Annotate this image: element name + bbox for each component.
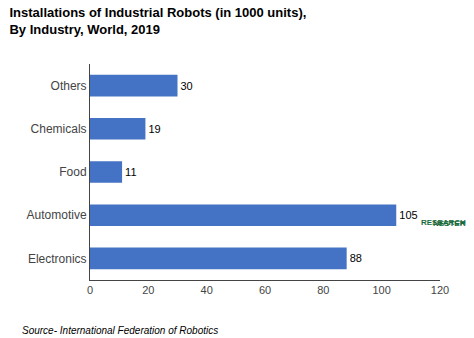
svg-text:11: 11: [125, 166, 136, 178]
svg-text:19: 19: [148, 123, 160, 135]
svg-text:RESEARCH: RESEARCH: [421, 218, 466, 227]
svg-text:30: 30: [181, 80, 193, 92]
svg-text:105: 105: [399, 209, 417, 221]
svg-text:20: 20: [142, 284, 154, 296]
svg-text:88: 88: [350, 252, 362, 264]
svg-text:40: 40: [201, 284, 213, 296]
svg-text:Installations of Industrial Ro: Installations of Industrial Robots (in 1…: [9, 5, 306, 37]
svg-text:Automotive: Automotive: [27, 208, 87, 222]
svg-text:Others: Others: [51, 79, 87, 93]
svg-text:Food: Food: [59, 165, 86, 179]
svg-text:100: 100: [372, 284, 390, 296]
svg-text:60: 60: [259, 284, 271, 296]
svg-text:Source- International Federati: Source- International Federation of Robo…: [22, 325, 218, 336]
svg-text:NESTER: NESTER: [433, 219, 466, 228]
svg-text:120: 120: [431, 284, 449, 296]
svg-text:80: 80: [317, 284, 329, 296]
svg-text:0: 0: [87, 284, 93, 296]
svg-text:Electronics: Electronics: [28, 252, 87, 266]
svg-text:Chemicals: Chemicals: [31, 122, 87, 136]
